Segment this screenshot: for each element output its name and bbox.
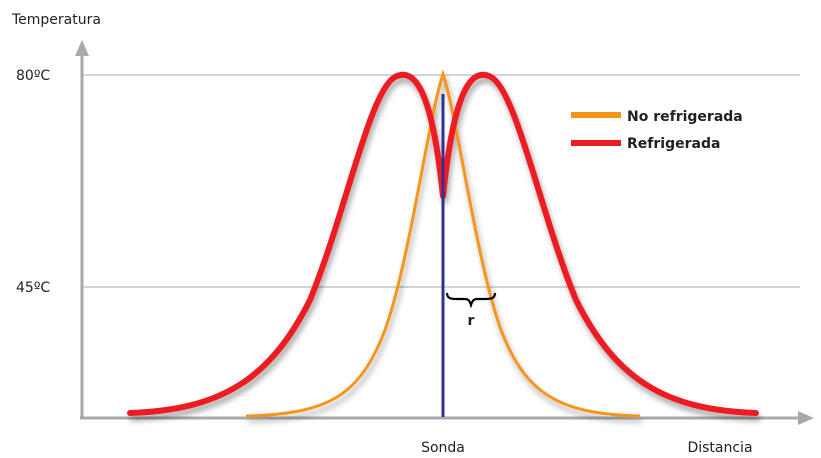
series-line-no-refrigerada (245, 69, 641, 418)
y-axis-label: Temperatura (11, 12, 101, 28)
legend-swatch-no-refrigerada (571, 112, 621, 118)
x-axis-arrow (798, 411, 814, 425)
legend-swatch-refrigerada (571, 140, 621, 146)
legend-label-refrigerada: Refrigerada (627, 136, 720, 152)
r-brace (445, 292, 497, 309)
legend-label-no-refrigerada: No refrigerada (627, 109, 743, 125)
y-tick-45: 45ºC (16, 280, 50, 296)
x-tick-sonda: Sonda (421, 440, 465, 456)
x-axis-label: Distancia (687, 440, 752, 456)
r-annotation: r (468, 313, 475, 329)
y-tick-80: 80ºC (16, 68, 50, 84)
y-axis-arrow (75, 40, 89, 56)
legend: No refrigerada Refrigerada (571, 109, 743, 152)
